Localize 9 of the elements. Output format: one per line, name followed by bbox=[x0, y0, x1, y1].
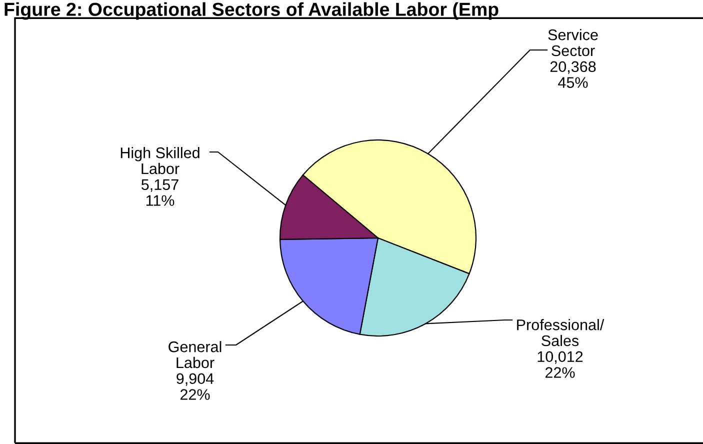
slice-label: General Labor bbox=[168, 341, 222, 368]
data-label: 9,904 22% bbox=[176, 373, 214, 400]
slice-label: Professional/ Sales bbox=[517, 319, 604, 346]
slice-label: High Skilled Labor bbox=[120, 147, 200, 174]
chart-title: Figure 2: Occupational Sectors of Available Labor (Emp bbox=[4, 2, 498, 20]
data-label: 10,012 22% bbox=[538, 351, 583, 378]
slice-label: Service Sector bbox=[548, 29, 598, 56]
data-label: 20,368 45% bbox=[550, 61, 596, 88]
data-label: 5,157 11% bbox=[141, 179, 178, 206]
